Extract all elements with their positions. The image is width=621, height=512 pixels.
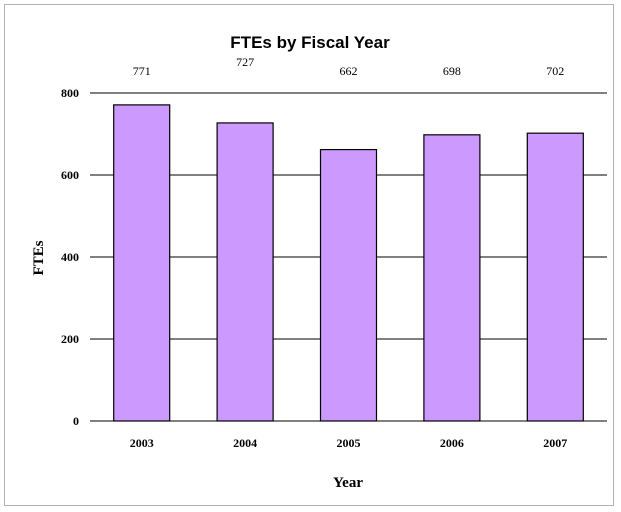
data-labels: 771 727 662 698 702	[133, 55, 565, 78]
data-label: 727	[236, 55, 254, 69]
y-tick-label: 200	[61, 332, 79, 346]
bar	[526, 132, 584, 422]
x-tick-label: 2006	[440, 436, 464, 450]
data-label: 698	[443, 64, 461, 78]
chart-title: FTEs by Fiscal Year	[230, 33, 390, 52]
chart-frame	[4, 4, 614, 506]
x-tick-label: 2003	[130, 436, 154, 450]
data-label: 771	[133, 64, 151, 78]
x-tick-label: 2004	[233, 436, 257, 450]
y-axis-ticks: 0 200 400 600 800	[61, 86, 79, 428]
data-label: 662	[340, 64, 358, 78]
bar	[319, 148, 378, 422]
y-tick-label: 0	[73, 414, 79, 428]
bars	[113, 104, 584, 422]
x-tick-label: 2007	[543, 436, 567, 450]
y-tick-label: 600	[61, 168, 79, 182]
y-tick-label: 400	[61, 250, 79, 264]
bar	[113, 104, 171, 422]
y-axis-label: FTEs	[31, 240, 47, 275]
x-axis-ticks: 2003 2004 2005 2006 2007	[130, 436, 568, 450]
bar	[216, 122, 274, 422]
x-tick-label: 2005	[337, 436, 361, 450]
bar	[423, 134, 481, 422]
data-label: 702	[546, 64, 564, 78]
y-tick-label: 800	[61, 86, 79, 100]
x-axis-label: Year	[333, 475, 363, 491]
